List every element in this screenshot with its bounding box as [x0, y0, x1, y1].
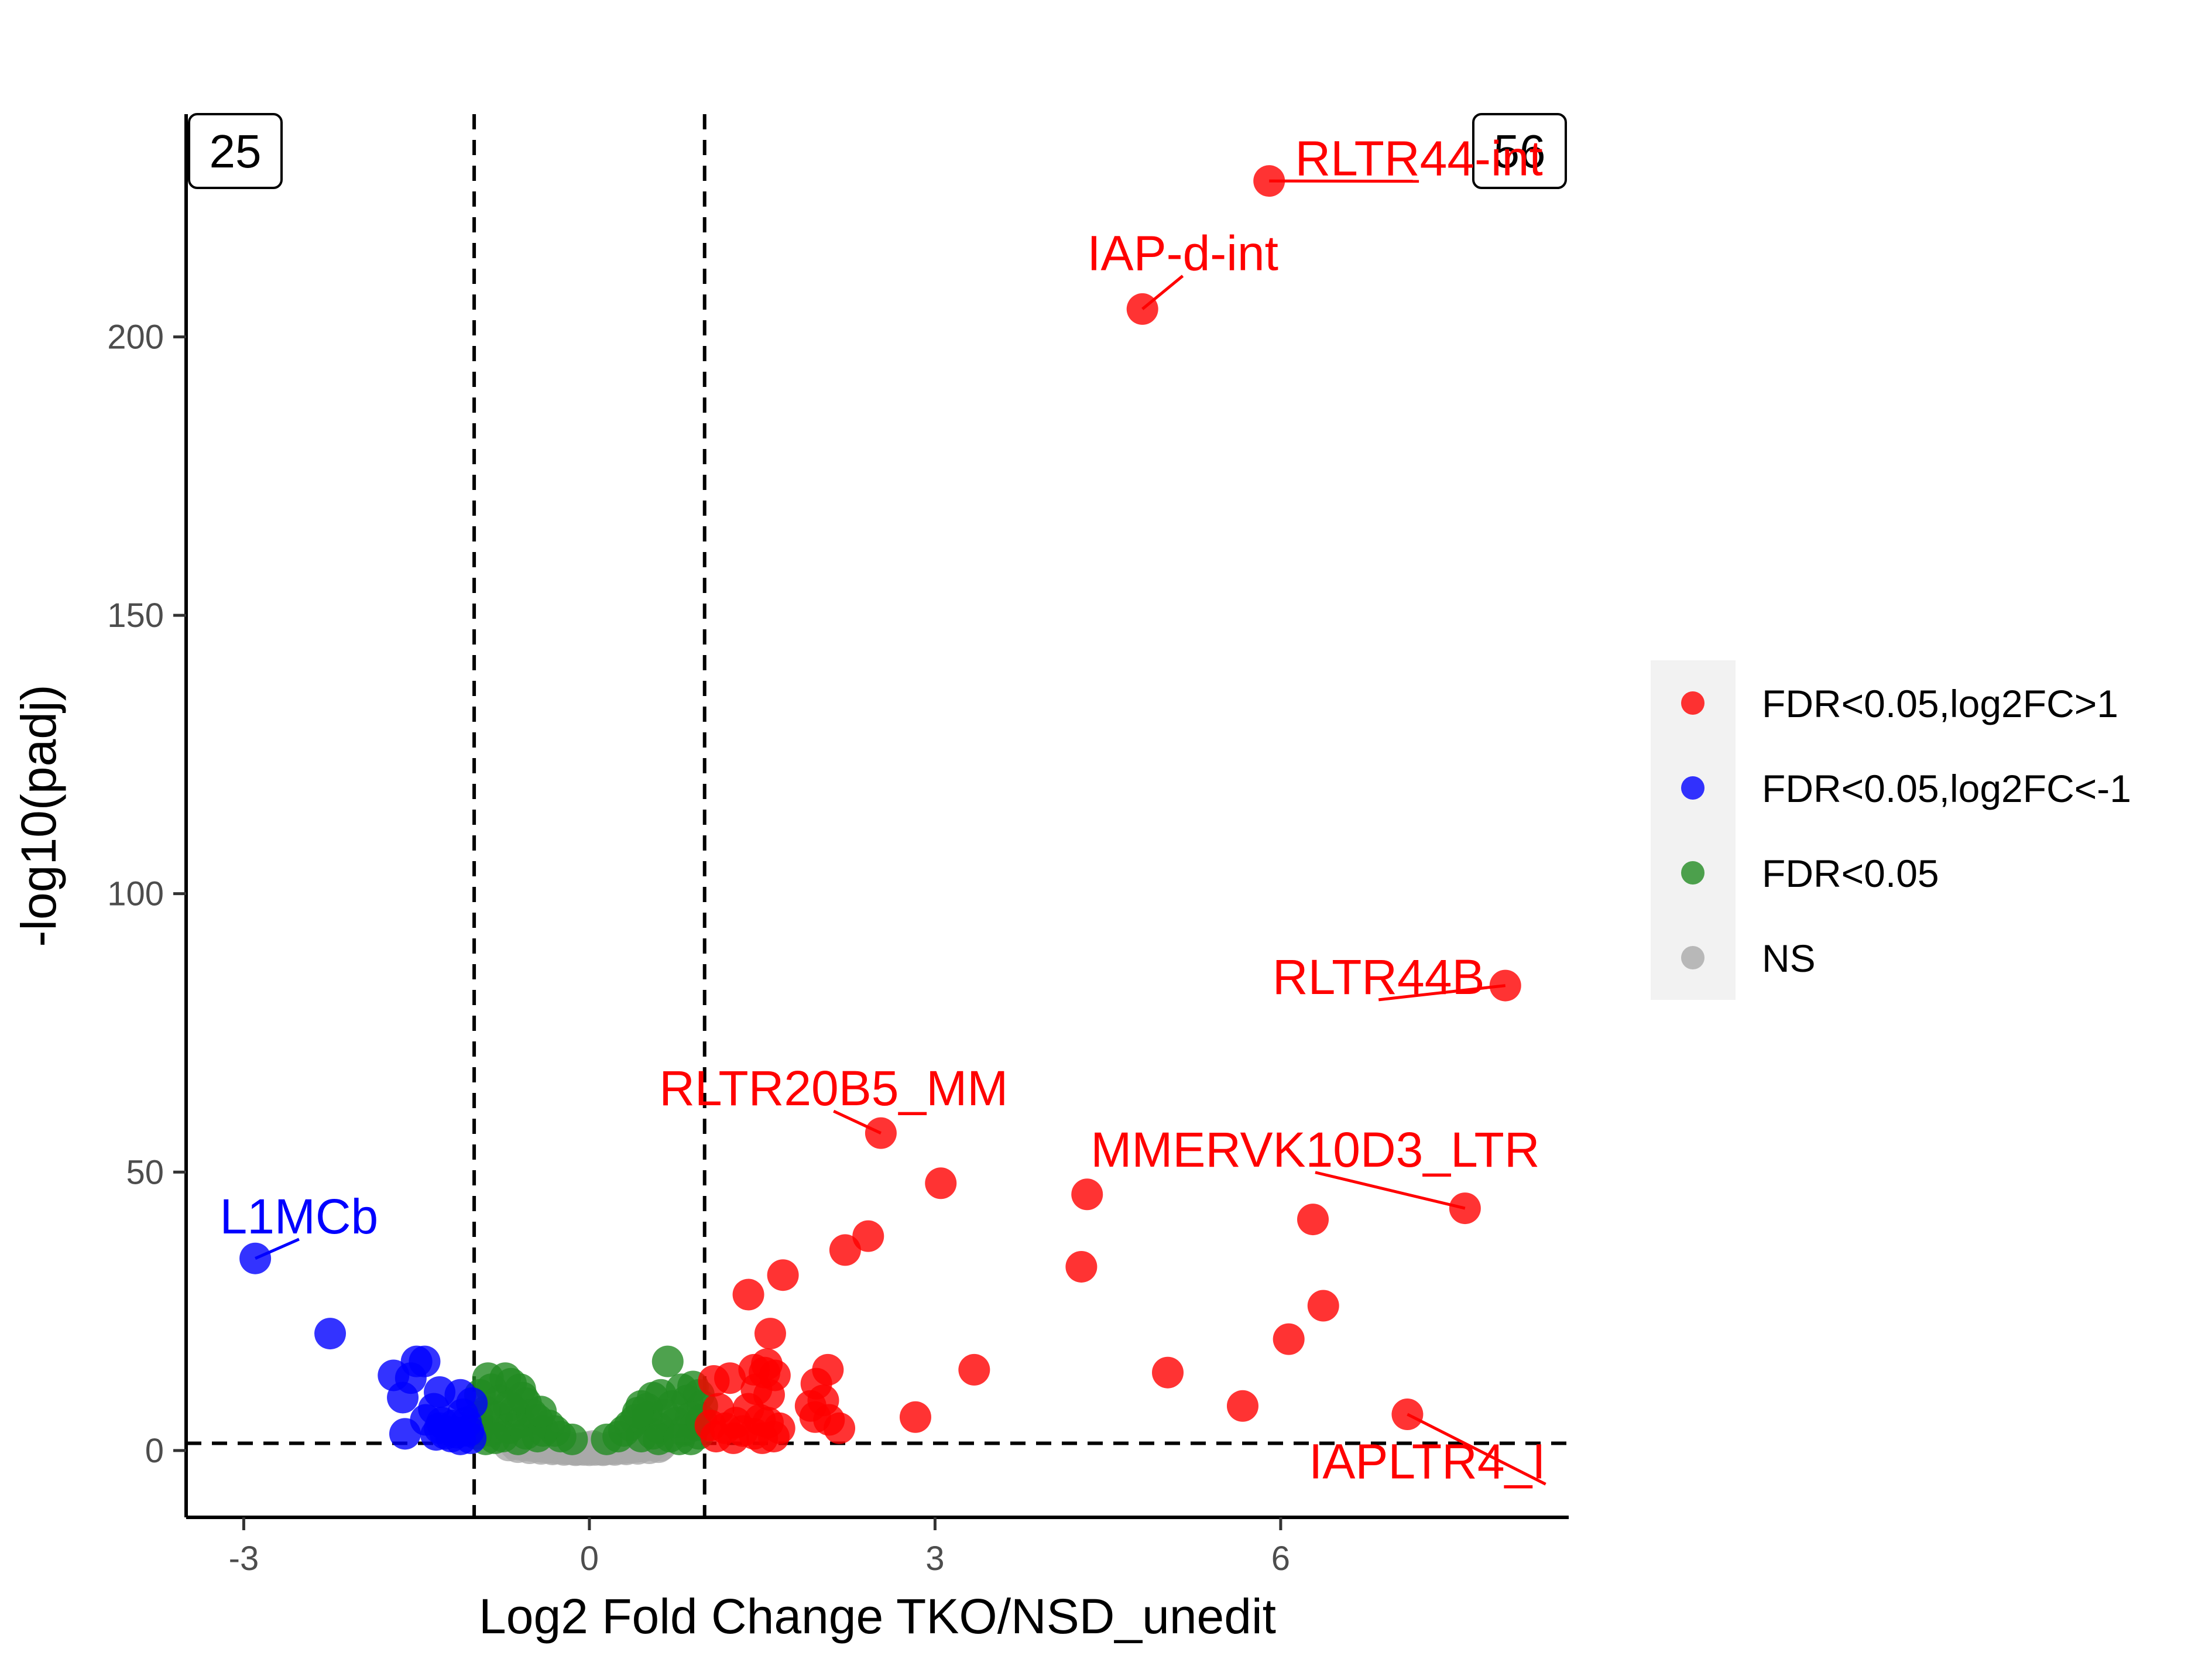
legend-label: NS	[1762, 937, 1816, 980]
data-point	[899, 1401, 931, 1433]
count-down-box	[188, 113, 283, 189]
x-tick-label: 6	[1271, 1540, 1290, 1578]
data-point	[314, 1318, 347, 1350]
data-point	[1065, 1250, 1098, 1283]
label-connector	[1141, 275, 1184, 310]
y-tick-label: 200	[107, 318, 164, 356]
gene-label: RLTR44-int	[1295, 131, 1542, 186]
label-connector	[255, 1238, 300, 1260]
data-point	[824, 1412, 856, 1444]
y-tick-label: 0	[145, 1432, 164, 1470]
count-up-box	[1472, 113, 1567, 189]
label-connector	[1315, 1171, 1466, 1210]
gene-label: L1MCb	[220, 1189, 378, 1244]
gene-label: RLTR20B5_MM	[659, 1061, 1008, 1116]
legend-label: FDR<0.05,log2FC>1	[1762, 682, 2118, 725]
axes: -3 0 3 6 0 50 100 150 200	[107, 114, 1569, 1578]
y-tick-label: 150	[107, 597, 164, 635]
data-point	[387, 1382, 419, 1414]
gene-label: RLTR44B	[1273, 950, 1485, 1005]
gene-label: IAPLTR4_I	[1309, 1434, 1546, 1489]
threshold-lines	[186, 114, 1569, 1517]
legend-label: FDR<0.05,log2FC<-1	[1762, 767, 2131, 810]
data-point	[389, 1418, 421, 1450]
x-tick-label: -3	[229, 1540, 259, 1578]
gene-label: MMERVK10D3_LTR	[1090, 1122, 1539, 1177]
data-point	[479, 1422, 511, 1454]
label-connector	[1378, 984, 1506, 1002]
data-points	[239, 165, 1521, 1466]
data-point	[852, 1220, 884, 1252]
data-point	[958, 1353, 990, 1386]
count-boxes: 25 56	[188, 113, 1567, 189]
legend-swatch	[1681, 861, 1705, 885]
data-point	[925, 1167, 957, 1199]
data-point	[754, 1318, 786, 1350]
data-point	[622, 1397, 654, 1429]
data-point	[1071, 1178, 1103, 1211]
data-point	[502, 1423, 534, 1455]
data-point	[717, 1422, 749, 1454]
data-point	[1226, 1390, 1258, 1422]
data-point	[732, 1278, 764, 1311]
label-connector	[1407, 1413, 1546, 1486]
gene-labels: RLTR44-int IAP-d-int RLTR44B RLTR20B5_MM MME…	[220, 131, 1546, 1489]
legend-swatch	[1681, 946, 1705, 969]
data-point	[1307, 1290, 1339, 1322]
x-tick-label: 0	[580, 1540, 599, 1578]
data-point	[420, 1419, 452, 1451]
x-axis-title: Log2 Fold Change TKO/NSD_unedit	[479, 1589, 1276, 1644]
data-point	[1152, 1356, 1184, 1389]
legend-label: FDR<0.05	[1762, 852, 1939, 895]
data-point	[767, 1259, 799, 1291]
legend-swatch	[1681, 776, 1705, 800]
y-axis-title: -log10(padj)	[11, 684, 66, 947]
label-connector	[833, 1109, 882, 1134]
data-point	[746, 1422, 779, 1454]
data-point	[1297, 1204, 1329, 1236]
data-point	[829, 1234, 861, 1266]
data-point	[1273, 1323, 1305, 1355]
data-point	[799, 1401, 831, 1433]
y-tick-label: 100	[107, 875, 164, 913]
count-up: 56	[1494, 125, 1546, 177]
data-point	[651, 1345, 684, 1377]
data-point	[525, 1396, 557, 1428]
data-point	[591, 1423, 623, 1455]
data-point	[556, 1423, 588, 1455]
gene-label: IAP-d-int	[1087, 225, 1278, 280]
legend-key-background	[1651, 660, 1736, 1000]
data-point	[698, 1365, 730, 1397]
legend: FDR<0.05,log2FC>1 FDR<0.05,log2FC<-1 FDR<0…	[1651, 660, 2131, 1000]
y-tick-label: 50	[126, 1153, 164, 1191]
x-tick-label: 3	[925, 1540, 944, 1578]
legend-swatch	[1681, 691, 1705, 715]
count-down: 25	[210, 125, 262, 177]
data-point	[663, 1423, 695, 1455]
